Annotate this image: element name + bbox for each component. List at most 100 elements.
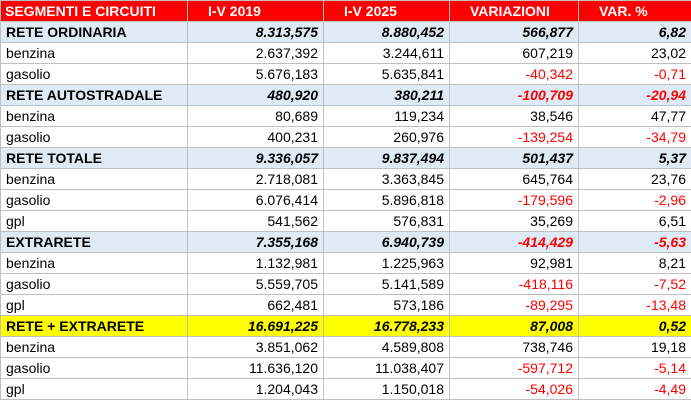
header-variazioni: VARIAZIONI — [449, 0, 579, 22]
value-2019: 8.313,575 — [187, 21, 324, 43]
variazione: 35,269 — [449, 210, 579, 232]
var-pct: -34,79 — [578, 126, 691, 148]
value-2025: 5.635,841 — [323, 63, 450, 85]
variazione: 87,008 — [449, 315, 579, 337]
variazione: -40,342 — [449, 63, 579, 85]
value-2019: 5.559,705 — [187, 273, 324, 295]
segment-label: benzina — [0, 168, 188, 190]
section-row: RETE TOTALE 9.336,057 9.837,494 501,437 5,37 — [0, 147, 691, 169]
var-pct: 5,37 — [578, 147, 691, 169]
value-2025: 9.837,494 — [323, 147, 450, 169]
variazione: -54,026 — [449, 378, 579, 400]
value-2025: 1.150,018 — [323, 378, 450, 400]
var-pct: 6,82 — [578, 21, 691, 43]
value-2025: 260,976 — [323, 126, 450, 148]
header-2019: I-V 2019 — [187, 0, 324, 22]
table-row: gasolio 5.676,183 5.635,841 -40,342 -0,71 — [0, 63, 691, 85]
table-row: gpl 541,562 576,831 35,269 6,51 — [0, 210, 691, 232]
value-2025: 380,211 — [323, 84, 450, 106]
segment-label: gasolio — [0, 126, 188, 148]
header-segment: SEGMENTI E CIRCUITI — [0, 0, 188, 22]
segment-label: gpl — [0, 210, 188, 232]
value-2019: 11.636,120 — [187, 357, 324, 379]
variazione: -597,712 — [449, 357, 579, 379]
value-2025: 3.363,845 — [323, 168, 450, 190]
var-pct: 23,02 — [578, 42, 691, 64]
table-body: RETE ORDINARIA 8.313,575 8.880,452 566,877 6… — [0, 21, 691, 400]
table-row: benzina 1.132,981 1.225,963 92,981 8,21 — [0, 252, 691, 274]
table-row: gpl 1.204,043 1.150,018 -54,026 -4,49 — [0, 378, 691, 400]
value-2025: 16.778,233 — [323, 315, 450, 337]
var-pct: -20,94 — [578, 84, 691, 106]
variazione: 566,877 — [449, 21, 579, 43]
variazione: -89,295 — [449, 294, 579, 316]
var-pct: -7,52 — [578, 273, 691, 295]
segment-label: RETE TOTALE — [0, 147, 188, 169]
var-pct: 0,52 — [578, 315, 691, 337]
var-pct: 8,21 — [578, 252, 691, 274]
segment-label: benzina — [0, 42, 188, 64]
var-pct: 23,76 — [578, 168, 691, 190]
table-row: gasolio 5.559,705 5.141,589 -418,116 -7,52 — [0, 273, 691, 295]
segment-label: benzina — [0, 105, 188, 127]
variazione: 501,437 — [449, 147, 579, 169]
value-2019: 6.076,414 — [187, 189, 324, 211]
variazione: -414,429 — [449, 231, 579, 253]
value-2025: 8.880,452 — [323, 21, 450, 43]
value-2019: 80,689 — [187, 105, 324, 127]
segment-label: EXTRARETE — [0, 231, 188, 253]
table-row: benzina 80,689 119,234 38,546 47,77 — [0, 105, 691, 127]
var-pct: 47,77 — [578, 105, 691, 127]
segment-label: gpl — [0, 294, 188, 316]
segment-label: gasolio — [0, 273, 188, 295]
var-pct: -2,96 — [578, 189, 691, 211]
value-2025: 576,831 — [323, 210, 450, 232]
variazione: 38,546 — [449, 105, 579, 127]
table-row: gpl 662,481 573,186 -89,295 -13,48 — [0, 294, 691, 316]
section-row: RETE ORDINARIA 8.313,575 8.880,452 566,877 6… — [0, 21, 691, 43]
variazione: -179,596 — [449, 189, 579, 211]
segment-label: RETE + EXTRARETE — [0, 315, 188, 337]
value-2025: 4.589,808 — [323, 336, 450, 358]
variazione: -418,116 — [449, 273, 579, 295]
value-2019: 9.336,057 — [187, 147, 324, 169]
value-2025: 5.141,589 — [323, 273, 450, 295]
table-row: gasolio 400,231 260,976 -139,254 -34,79 — [0, 126, 691, 148]
value-2019: 1.204,043 — [187, 378, 324, 400]
value-2019: 7.355,168 — [187, 231, 324, 253]
var-pct: -0,71 — [578, 63, 691, 85]
value-2019: 480,920 — [187, 84, 324, 106]
segment-label: RETE ORDINARIA — [0, 21, 188, 43]
segment-label: gasolio — [0, 189, 188, 211]
value-2025: 6.940,739 — [323, 231, 450, 253]
value-2025: 11.038,407 — [323, 357, 450, 379]
variazione: 738,746 — [449, 336, 579, 358]
segment-label: benzina — [0, 252, 188, 274]
grand-total-row: RETE + EXTRARETE 16.691,225 16.778,233 87,0… — [0, 315, 691, 337]
segment-label: RETE AUTOSTRADALE — [0, 84, 188, 106]
var-pct: -5,14 — [578, 357, 691, 379]
table-row: benzina 2.637,392 3.244,611 607,219 23,02 — [0, 42, 691, 64]
value-2019: 541,562 — [187, 210, 324, 232]
variazione: -139,254 — [449, 126, 579, 148]
value-2019: 5.676,183 — [187, 63, 324, 85]
variazione: 92,981 — [449, 252, 579, 274]
segment-label: gasolio — [0, 357, 188, 379]
table-row: gasolio 11.636,120 11.038,407 -597,712 -5,14 — [0, 357, 691, 379]
section-row: RETE AUTOSTRADALE 480,920 380,211 -100,709-… — [0, 84, 691, 106]
table-row: benzina 3.851,062 4.589,808 738,746 19,18 — [0, 336, 691, 358]
variazione: 645,764 — [449, 168, 579, 190]
value-2019: 2.718,081 — [187, 168, 324, 190]
value-2019: 662,481 — [187, 294, 324, 316]
value-2019: 400,231 — [187, 126, 324, 148]
table-row: gasolio 6.076,414 5.896,818 -179,596 -2,96 — [0, 189, 691, 211]
value-2025: 3.244,611 — [323, 42, 450, 64]
section-row: EXTRARETE 7.355,168 6.940,739 -414,429 -5,63 — [0, 231, 691, 253]
segment-label: benzina — [0, 336, 188, 358]
variazione: -100,709 — [449, 84, 579, 106]
value-2019: 2.637,392 — [187, 42, 324, 64]
variazione: 607,219 — [449, 42, 579, 64]
value-2025: 119,234 — [323, 105, 450, 127]
header-2025: I-V 2025 — [323, 0, 450, 22]
var-pct: -4,49 — [578, 378, 691, 400]
